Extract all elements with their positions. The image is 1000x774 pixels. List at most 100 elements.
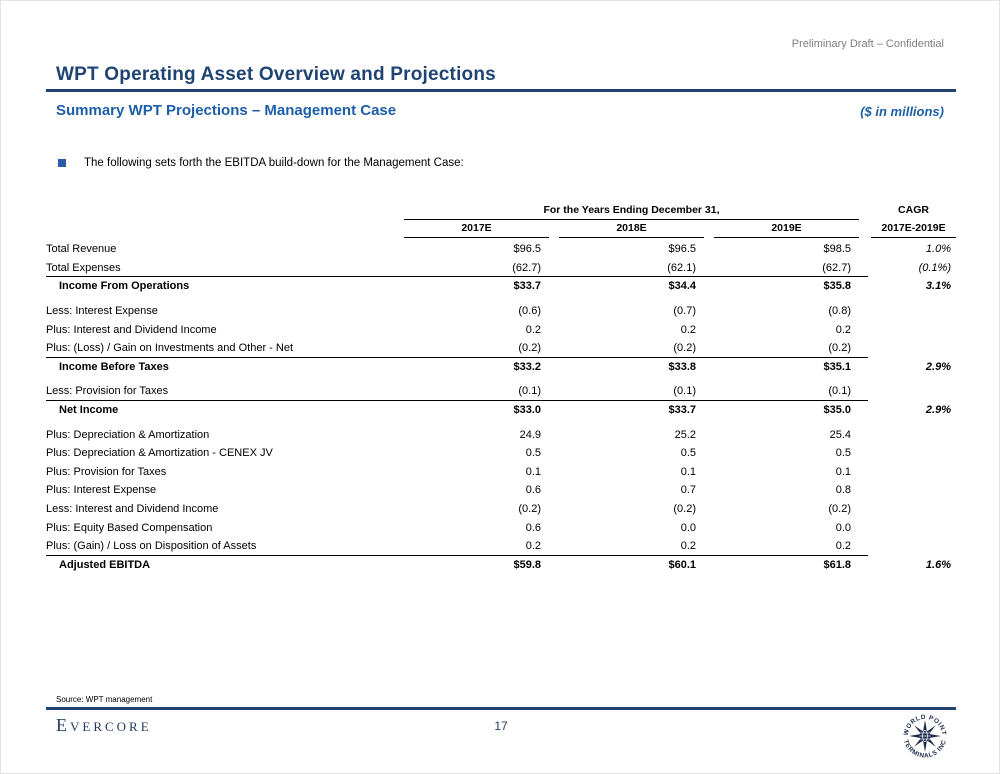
cell-cagr: 1.6% [925,558,951,571]
classification-label: Preliminary Draft – Confidential [791,38,944,50]
cell-2019e: 0.5 [835,447,851,460]
years-span-header: For the Years Ending December 31, [404,204,859,220]
row-label: Plus: Equity Based Compensation [46,521,213,534]
table-row: Less: Interest Expense (0.6) (0.7) (0.8) [46,302,956,321]
cell-2019e: 0.8 [835,484,851,497]
cell-2019e: 25.4 [829,428,851,441]
cell-2019e: (62.7) [822,261,851,274]
cell-2018e: (62.1) [667,261,696,274]
table-body: Total Revenue $96.5 $96.5 $98.5 1.0% Total Ex… [46,240,956,574]
cell-2018e: 0.2 [680,540,696,553]
table-row: Plus: (Gain) / Loss on Disposition of As… [46,537,956,556]
table-row: Less: Interest and Dividend Income (0.2) (… [46,500,956,519]
table-row: Total Revenue $96.5 $96.5 $98.5 1.0% [46,240,956,259]
row-label: Plus: Provision for Taxes [46,465,167,478]
cell-2019e: $35.8 [823,280,851,293]
projections-table: For the Years Ending December 31, CAGR 2… [46,204,956,574]
cell-2018e: $60.1 [668,558,696,571]
cell-2019e: $98.5 [823,243,851,256]
cell-2017e: 0.5 [525,447,541,460]
bullet-square-icon [58,159,66,167]
cell-2019e: 0.1 [835,465,851,478]
cell-2017e: $33.2 [513,360,541,373]
cell-2019e: 0.0 [835,521,851,534]
footer-divider [46,707,956,710]
cell-2017e: 0.1 [525,465,541,478]
cell-2017e: $33.0 [513,404,541,417]
row-label: Net Income [59,404,119,417]
row-label: Plus: Depreciation & Amortization [46,428,210,441]
cell-2017e: $96.5 [513,243,541,256]
row-label: Plus: (Loss) / Gain on Investments and O… [46,342,293,355]
cell-cagr: 2.9% [925,360,951,373]
row-label: Total Revenue [46,243,117,256]
row-label: Income Before Taxes [59,360,169,373]
section-subtitle: Summary WPT Projections – Management Cas… [56,102,397,119]
cell-2019e: (0.1) [828,385,851,398]
bullet-item: The following sets forth the EBITDA buil… [58,157,464,169]
cell-2017e: (0.1) [518,385,541,398]
cell-2018e: $34.4 [668,280,696,293]
row-label: Plus: Interest and Dividend Income [46,323,217,336]
table-row: Adjusted EBITDA $59.8 $60.1 $61.8 1.6% [46,554,956,575]
cell-2018e: $96.5 [668,243,696,256]
cell-2019e: $61.8 [823,558,851,571]
table-row: Plus: Interest and Dividend Income 0.2 0.2… [46,320,956,339]
cell-2018e: 0.7 [680,484,696,497]
cell-2019e: (0.2) [828,342,851,355]
table-row: Plus: (Loss) / Gain on Investments and O… [46,339,956,358]
cell-2018e: $33.7 [668,404,696,417]
cell-2018e: 0.1 [680,465,696,478]
cell-2018e: 0.0 [680,521,696,534]
units-label: ($ in millions) [860,104,944,119]
table-row: Plus: Provision for Taxes 0.1 0.1 0.1 [46,463,956,482]
row-label: Less: Provision for Taxes [46,385,169,398]
cell-2017e: (0.2) [518,503,541,516]
table-row: Plus: Depreciation & Amortization 24.9 25.… [46,425,956,444]
cagr-subheader: 2017E-2019E [871,222,956,238]
page-number: 17 [494,719,508,733]
cell-cagr: 2.9% [925,404,951,417]
page-title: WPT Operating Asset Overview and Project… [56,64,496,85]
cell-2019e: 0.2 [835,323,851,336]
row-label: Adjusted EBITDA [59,558,151,571]
table-row: Net Income $33.0 $33.7 $35.0 2.9% [46,399,956,420]
evercore-logo: Evercore [56,715,152,735]
table-row: Less: Provision for Taxes (0.1) (0.1) (0.1) [46,382,956,401]
cell-2018e: (0.2) [673,342,696,355]
world-point-terminals-seal-icon: WORLD POINT TERMINALS INC [902,714,947,760]
cell-2018e: 0.2 [680,323,696,336]
table-row: Income From Operations $33.7 $34.4 $35.8 3.1… [46,276,956,296]
table-span-header-row: For the Years Ending December 31, CAGR [46,204,956,220]
cell-2017e: (0.2) [518,342,541,355]
cell-2018e: (0.1) [673,385,696,398]
title-divider [46,89,956,92]
cagr-header: CAGR [898,204,929,216]
year-header-2017e: 2017E [404,222,549,238]
cell-2017e: 0.6 [525,484,541,497]
cell-cagr: 1.0% [925,243,951,256]
cell-2017e: (0.6) [518,305,541,318]
year-header-2019e: 2019E [714,222,859,238]
cell-2017e: 0.6 [525,521,541,534]
row-label: Less: Interest and Dividend Income [46,503,219,516]
cell-2018e: (0.7) [673,305,696,318]
cell-2017e: 0.2 [525,540,541,553]
cell-2018e: (0.2) [673,503,696,516]
row-label: Total Expenses [46,261,121,274]
source-note: Source: WPT management [56,695,153,704]
table-year-header-row: 2017E 2018E 2019E 2017E-2019E [46,222,956,238]
bullet-text: The following sets forth the EBITDA buil… [84,157,464,169]
table-row: Plus: Equity Based Compensation 0.6 0.0 0.0 [46,518,956,537]
cell-cagr: 3.1% [925,280,951,293]
row-label: Less: Interest Expense [46,305,158,318]
label-column-spacer [46,204,404,220]
cell-cagr: (0.1%) [918,261,951,274]
cell-2019e: $35.1 [823,360,851,373]
row-label: Plus: Depreciation & Amortization - CENE… [46,447,273,460]
table-row: Income Before Taxes $33.2 $33.8 $35.1 2.9% [46,356,956,377]
row-label: Plus: (Gain) / Loss on Disposition of As… [46,540,257,553]
cell-2018e: $33.8 [668,360,696,373]
cell-2017e: (62.7) [512,261,541,274]
table-row: Total Expenses (62.7) (62.1) (62.7) (0.1%) [46,259,956,278]
